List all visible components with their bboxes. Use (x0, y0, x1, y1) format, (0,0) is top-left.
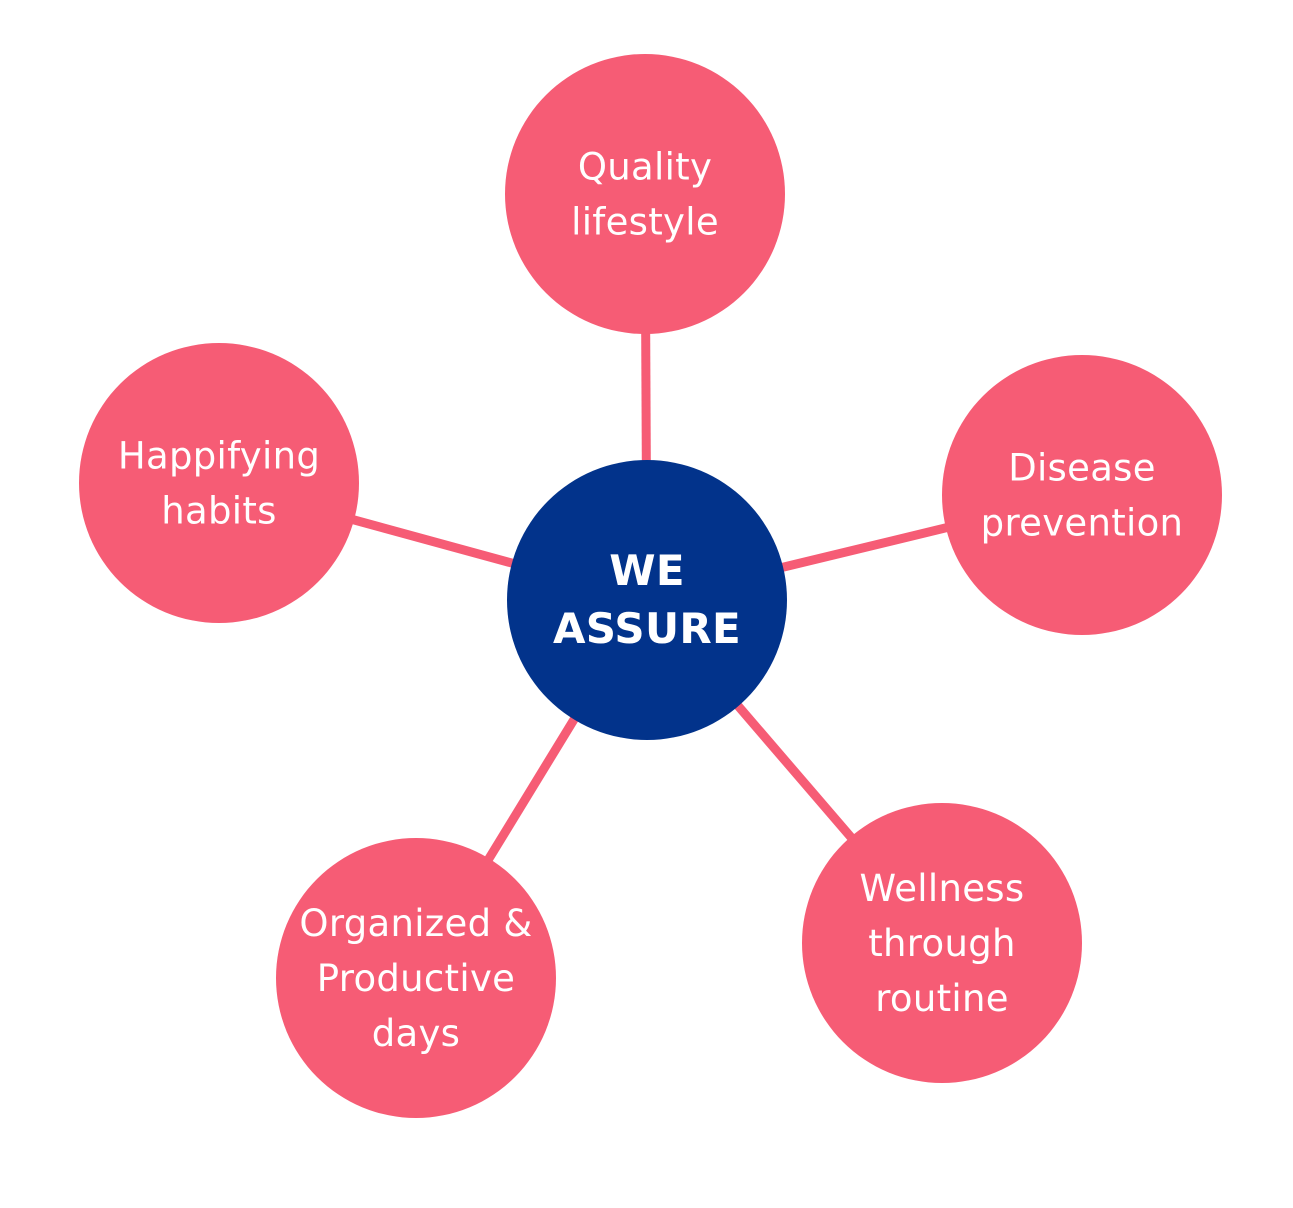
node-organized-label-line-2: Productive (317, 957, 515, 1000)
node-happifying-label-line-1: Happifying (118, 435, 320, 478)
node-disease: Disease prevention (942, 355, 1222, 635)
connector-wellness (732, 700, 857, 843)
node-disease-label-line-1: Disease (1008, 447, 1156, 490)
node-happifying-circle (79, 343, 359, 623)
node-wellness-label-line-1: Wellness (860, 867, 1025, 910)
outer-nodes: Quality lifestyle Disease prevention Wellnes… (79, 54, 1222, 1118)
node-disease-label-line-2: prevention (981, 502, 1184, 545)
node-happifying-label-line-2: habits (161, 490, 276, 533)
node-quality-circle (505, 54, 785, 334)
node-quality: Quality lifestyle (505, 54, 785, 334)
node-organized: Organized & Productive days (276, 838, 556, 1118)
node-quality-label-line-1: Quality (578, 146, 712, 189)
center-node-label-line-1: WE (609, 546, 685, 595)
node-wellness: Wellness through routine (802, 803, 1082, 1083)
node-happifying: Happifying habits (79, 343, 359, 623)
center-node-circle (507, 460, 787, 740)
center-node: WE ASSURE (507, 460, 787, 740)
connector-disease (778, 522, 951, 573)
node-wellness-label-line-2: through (868, 922, 1015, 965)
node-wellness-circle (802, 803, 1082, 1083)
node-wellness-label-line-3: routine (875, 977, 1009, 1020)
connector-quality (641, 329, 651, 465)
node-organized-circle (276, 838, 556, 1118)
node-organized-label-line-1: Organized & (299, 902, 532, 945)
center-node-label-line-2: ASSURE (553, 604, 741, 653)
node-quality-label-line-2: lifestyle (571, 201, 719, 244)
connector-happifying (349, 514, 517, 569)
node-organized-label-line-3: days (372, 1012, 461, 1055)
connector-lines (349, 329, 951, 865)
node-disease-circle (942, 355, 1222, 635)
connector-organized (483, 713, 580, 865)
